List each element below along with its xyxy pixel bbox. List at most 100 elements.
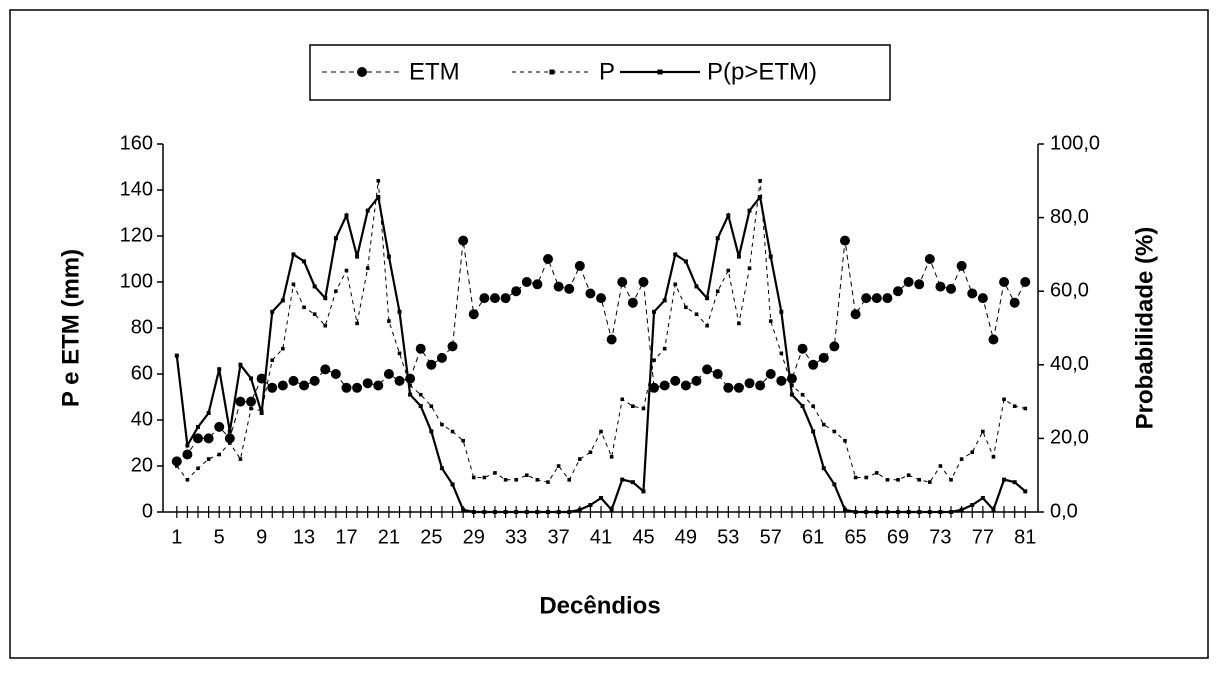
data-point	[288, 375, 299, 386]
data-point	[917, 478, 922, 482]
data-point	[991, 455, 996, 459]
data-point	[638, 277, 649, 287]
data-point	[355, 254, 360, 259]
data-point	[344, 213, 349, 218]
data-point	[196, 424, 200, 429]
data-point	[468, 309, 479, 320]
data-point	[553, 281, 564, 292]
data-point	[492, 510, 497, 514]
x-tick-label: 9	[256, 526, 267, 548]
y2-tick-label: 100,0	[1050, 132, 1100, 154]
data-point	[967, 288, 978, 299]
data-point	[214, 421, 225, 432]
data-point	[893, 286, 903, 297]
data-point	[609, 507, 614, 512]
data-point	[861, 293, 872, 304]
data-point	[949, 510, 954, 514]
data-point	[471, 510, 476, 514]
x-tick-label: 69	[887, 526, 909, 548]
data-point	[461, 507, 466, 512]
data-point	[206, 411, 211, 416]
x-tick-label: 73	[929, 526, 951, 548]
data-point	[723, 382, 734, 393]
chart-frame	[9, 9, 1209, 659]
data-point	[440, 422, 444, 427]
data-point	[376, 194, 381, 199]
data-point	[217, 367, 222, 372]
data-point	[680, 380, 691, 391]
data-point	[588, 450, 593, 454]
data-point	[535, 478, 540, 482]
data-point	[768, 254, 773, 259]
y2-tick-label: 0,0	[1050, 500, 1078, 522]
data-point	[418, 404, 423, 409]
data-point	[206, 457, 211, 461]
data-point	[991, 507, 996, 512]
data-point	[758, 179, 762, 183]
data-point	[535, 510, 540, 514]
data-point	[1023, 489, 1028, 494]
data-point	[747, 266, 752, 270]
data-point	[977, 293, 988, 304]
data-point	[429, 404, 434, 408]
data-point	[577, 507, 582, 512]
data-point	[333, 236, 338, 241]
data-point	[755, 380, 766, 391]
data-point	[524, 473, 529, 477]
data-point	[302, 305, 306, 310]
data-point	[715, 236, 720, 241]
legend-marker	[657, 69, 663, 75]
data-point	[280, 298, 285, 303]
data-point	[821, 422, 826, 427]
data-point	[546, 480, 550, 484]
data-point	[309, 375, 320, 386]
x-tick-label: 5	[214, 526, 225, 548]
data-point	[659, 380, 670, 391]
data-point	[1009, 297, 1020, 308]
data-point	[408, 383, 412, 388]
y2-tick-label: 20,0	[1050, 427, 1089, 449]
data-point	[673, 282, 678, 287]
data-point	[758, 194, 763, 199]
data-point	[461, 438, 465, 443]
x-tick-label: 17	[335, 526, 357, 548]
data-point	[574, 260, 585, 271]
data-point	[482, 475, 487, 480]
data-point	[174, 353, 179, 358]
data-point	[556, 510, 561, 514]
data-point	[302, 259, 307, 264]
data-point	[599, 429, 603, 434]
data-point	[365, 208, 370, 213]
data-point	[447, 341, 458, 352]
data-point	[606, 334, 617, 345]
legend-marker	[357, 67, 367, 77]
data-point	[733, 382, 744, 393]
data-point	[259, 411, 264, 416]
data-point	[747, 208, 752, 213]
data-point	[694, 312, 699, 316]
data-point	[808, 359, 819, 370]
data-point	[811, 404, 815, 408]
data-point	[1012, 404, 1017, 408]
data-point	[853, 510, 858, 514]
data-point	[715, 289, 720, 293]
data-point	[980, 496, 985, 501]
legend	[309, 44, 891, 101]
data-point	[949, 478, 953, 482]
data-point	[652, 309, 657, 314]
data-point	[235, 396, 246, 407]
data-point	[959, 457, 964, 461]
data-point	[415, 343, 426, 354]
data-point	[609, 455, 614, 459]
data-point	[946, 283, 957, 294]
data-point	[383, 369, 394, 379]
data-point	[511, 286, 522, 297]
x-tick-label: 33	[505, 526, 527, 548]
data-point	[641, 406, 646, 411]
data-point	[238, 457, 243, 461]
data-point	[811, 429, 816, 434]
x-tick-label: 37	[547, 526, 569, 548]
data-point	[546, 510, 550, 514]
data-point	[744, 378, 755, 389]
data-point	[450, 429, 455, 434]
